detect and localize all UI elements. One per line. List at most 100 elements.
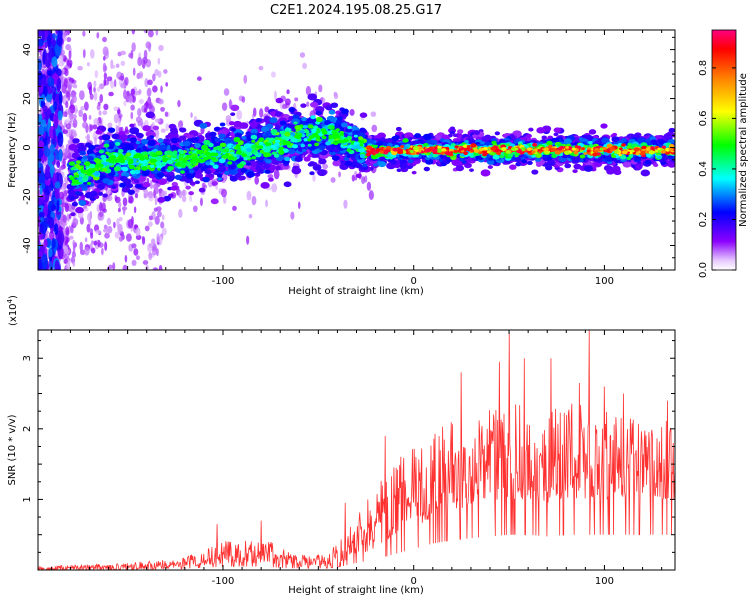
heatmap-cell [262, 163, 271, 169]
heatmap-cell [128, 195, 134, 204]
heatmap-cell [71, 114, 77, 120]
heatmap-cell [61, 112, 68, 117]
heatmap-cell [125, 270, 130, 275]
heatmap-cell [264, 106, 270, 113]
heatmap-cell [142, 260, 149, 265]
heatmap-cell [255, 165, 262, 171]
heatmap-cell [194, 180, 200, 185]
heatmap-cell [108, 91, 114, 97]
heatmap-cell [58, 90, 63, 106]
heatmap-cell [72, 118, 78, 129]
heatmap-cell [351, 174, 355, 182]
heatmap-cell [86, 279, 91, 285]
heatmap-cell [126, 90, 130, 96]
heatmap-cell [95, 129, 103, 135]
heatmap-cell [181, 195, 187, 203]
heatmap-cell [134, 183, 142, 189]
heatmap-cell [65, 100, 69, 109]
heatmap-cell [160, 106, 165, 112]
heatmap-cell [158, 44, 164, 52]
heatmap-cell [72, 261, 76, 267]
heatmap-cell [246, 162, 251, 166]
heatmap-cell [130, 111, 134, 120]
heatmap-cell [541, 135, 547, 140]
heatmap-cell [124, 126, 129, 134]
heatmap-cell [70, 92, 76, 98]
heatmap-cell [194, 172, 203, 179]
heatmap-cell [361, 176, 366, 185]
heatmap-cell [124, 255, 128, 263]
heatmap-cell [66, 143, 69, 150]
heatmap-cell [49, 234, 53, 239]
heatmap-cell [330, 177, 336, 183]
heatmap-cell [156, 233, 160, 243]
heatmap-cell [70, 212, 76, 217]
heatmap-cell [87, 212, 92, 222]
heatmap-cell [47, 76, 55, 87]
heatmap-cell [137, 355, 142, 365]
heatmap-cell [322, 163, 329, 170]
heatmap-cell [93, 118, 99, 126]
heatmap-cell [106, 76, 113, 82]
heatmap-cell [274, 111, 283, 117]
heatmap-cell [368, 190, 374, 200]
heatmap-cell [307, 153, 313, 158]
heatmap-cell [179, 127, 187, 133]
heatmap-cell [38, 235, 41, 247]
heatmap-cell [359, 112, 368, 118]
heatmap-cell [82, 121, 89, 129]
heatmap-cell [158, 265, 163, 270]
heatmap-cell [222, 195, 227, 204]
heatmap-cell [64, 201, 68, 209]
heatmap-cell [307, 93, 318, 101]
heatmap-cell [152, 243, 157, 252]
heatmap-cell [61, 183, 67, 190]
heatmap-cell [201, 182, 206, 189]
heatmap-cell [143, 10, 147, 20]
heatmap-cell [101, 202, 106, 212]
heatmap-cell [635, 163, 643, 170]
heatmap-cell [62, 147, 66, 154]
heatmap-cell [73, 284, 79, 289]
heatmap-cell [160, 85, 163, 93]
heatmap-cell [147, 221, 153, 227]
heatmap-cell [64, 119, 70, 124]
heatmap-cell [600, 123, 608, 129]
heatmap-cell [113, 79, 117, 88]
heatmap-cell [118, 75, 125, 81]
heatmap-cell [69, 281, 74, 289]
heatmap-cell [67, 259, 71, 265]
heatmap-cell [142, 181, 151, 188]
heatmap-cell [63, 189, 68, 196]
heatmap-cell [88, 144, 96, 151]
heatmap-cell [70, 224, 74, 234]
heatmap-cell [310, 101, 319, 108]
heatmap-cell [91, 240, 95, 245]
heatmap-cell [155, 30, 159, 36]
heatmap-cell [130, 88, 136, 97]
heatmap-cell [564, 163, 572, 169]
heatmap-cell [110, 80, 115, 89]
heatmap-cell [306, 101, 310, 107]
heatmap-cell [96, 32, 100, 39]
heatmap-cell [572, 169, 578, 174]
heatmap-cell [199, 197, 203, 207]
heatmap-cell [343, 199, 348, 209]
heatmap-cell [137, 56, 143, 67]
heatmap-cell [156, 210, 162, 218]
heatmap-cell [487, 165, 493, 169]
heatmap-cell [120, 50, 127, 56]
heatmap-cell [84, 278, 87, 283]
heatmap-cell [79, 216, 84, 225]
heatmap-cell [89, 124, 94, 132]
heatmap-cell [141, 18, 146, 23]
heatmap-cell [177, 100, 181, 108]
heatmap-cell [163, 21, 166, 28]
heatmap-cell [163, 8, 167, 15]
heatmap-cell [449, 126, 456, 131]
heatmap-cell [107, 225, 113, 234]
heatmap-cell [160, 128, 166, 133]
heatmap-cell [44, 147, 51, 157]
heatmap-cell [149, 179, 153, 190]
heatmap-cell [117, 109, 121, 115]
